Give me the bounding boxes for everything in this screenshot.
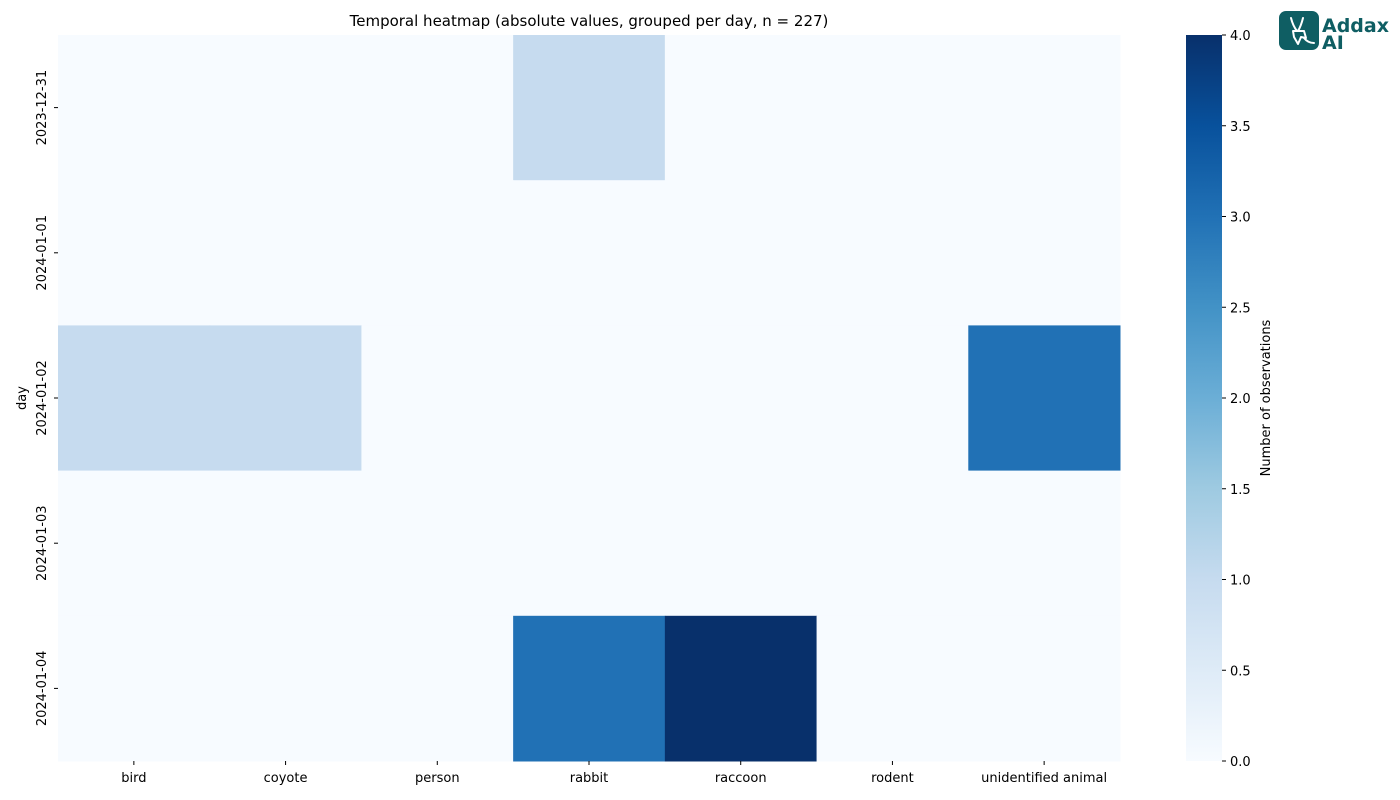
heatmap-cell-2024-01-02-raccoon [664,325,818,472]
colorbar-tick-label: 2.5 [1230,301,1251,316]
heatmap-cell-2024-01-04-rabbit [513,615,666,762]
x-tick-label: raccoon [715,771,767,786]
heatmap-cell-2024-01-03-unidentified-animal [968,470,1121,617]
heatmap-cell-2024-01-02-person [361,325,514,472]
heatmap-cell-2024-01-01-raccoon [664,180,818,326]
heatmap-cell-2023-12-31-rabbit [513,35,666,181]
x-tick-label: person [415,771,460,786]
heatmap-cell-2024-01-04-unidentified-animal [968,615,1121,762]
x-axis-ticks: bird coyote person rabbit raccoon rodent unide… [121,761,1107,786]
colorbar-tick-label: 1.5 [1230,483,1251,498]
heatmap-cell-2024-01-02-rabbit [513,325,666,472]
x-tick-label: unidentified animal [981,771,1107,786]
heatmap-cell-2024-01-03-rodent [816,470,969,617]
heatmap-cell-2023-12-31-rodent [816,35,969,181]
heatmap-cell-2024-01-04-raccoon [664,615,818,762]
heatmap-cell-2024-01-01-person [361,180,514,326]
addax-ai-logo: Addax AI [1278,10,1393,54]
colorbar-ticks: 0.0 0.5 1.0 1.5 2.0 2.5 3.0 3.5 4.0 [1222,29,1251,770]
heatmap-cells [58,35,1121,762]
y-axis-label: day [15,386,30,410]
heatmap-cell-2023-12-31-unidentified-animal [968,35,1121,181]
heatmap-cell-2024-01-02-coyote [209,325,362,472]
heatmap-cell-2023-12-31-raccoon [664,35,818,181]
heatmap-cell-2024-01-04-person [361,615,514,762]
heatmap-cell-2024-01-04-rodent [816,615,969,762]
colorbar [1186,35,1222,761]
colorbar-tick-label: 1.0 [1230,574,1251,589]
colorbar-tick-label: 2.0 [1230,392,1251,407]
heatmap-cell-2024-01-03-person [361,470,514,617]
heatmap-cell-2024-01-01-unidentified-animal [968,180,1121,326]
x-tick-label: rodent [871,771,914,786]
logo-text-line2: AI [1322,32,1344,52]
heatmap-cell-2024-01-03-coyote [209,470,362,617]
colorbar-tick-label: 3.0 [1230,211,1251,226]
heatmap-cell-2024-01-01-bird [58,180,211,326]
heatmap-cell-2024-01-02-unidentified-animal [968,325,1121,472]
heatmap-cell-2024-01-04-coyote [209,615,362,762]
colorbar-tick-label: 0.0 [1230,755,1251,770]
x-tick-label: coyote [264,771,308,786]
heatmap-cell-2024-01-03-rabbit [513,470,666,617]
colorbar-label: Number of observations [1259,319,1274,476]
logo-graphic: Addax AI [1279,11,1389,54]
logo-text-line1: Addax [1322,15,1389,37]
heatmap-cell-2024-01-01-rodent [816,180,969,326]
heatmap-cell-2024-01-02-rodent [816,325,969,472]
x-tick-label: bird [121,771,146,786]
heatmap-cell-2023-12-31-person [361,35,514,181]
y-tick-label: 2024-01-03 [35,505,50,581]
chart-title: Temporal heatmap (absolute values, group… [349,12,829,30]
heatmap-cell-2024-01-01-rabbit [513,180,666,326]
colorbar-tick-label: 3.5 [1230,120,1251,135]
heatmap-cell-2024-01-03-bird [58,470,211,617]
colorbar-tick-label: 4.0 [1230,29,1251,44]
heatmap-cell-2024-01-04-bird [58,615,211,762]
colorbar-tick-label: 0.5 [1230,664,1251,679]
y-tick-label: 2024-01-04 [35,651,50,727]
y-tick-label: 2024-01-01 [35,215,50,291]
heatmap-cell-2024-01-03-raccoon [664,470,818,617]
y-tick-label: 2024-01-02 [35,360,50,436]
heatmap-cell-2024-01-01-coyote [209,180,362,326]
x-tick-label: rabbit [570,771,609,786]
heatmap-cell-2023-12-31-bird [58,35,211,181]
heatmap-cell-2024-01-02-bird [58,325,211,472]
y-axis-ticks: 2023-12-31 2024-01-01 2024-01-02 2024-01-03… [35,70,58,726]
y-tick-label: 2023-12-31 [35,70,50,146]
heatmap-cell-2023-12-31-coyote [209,35,362,181]
